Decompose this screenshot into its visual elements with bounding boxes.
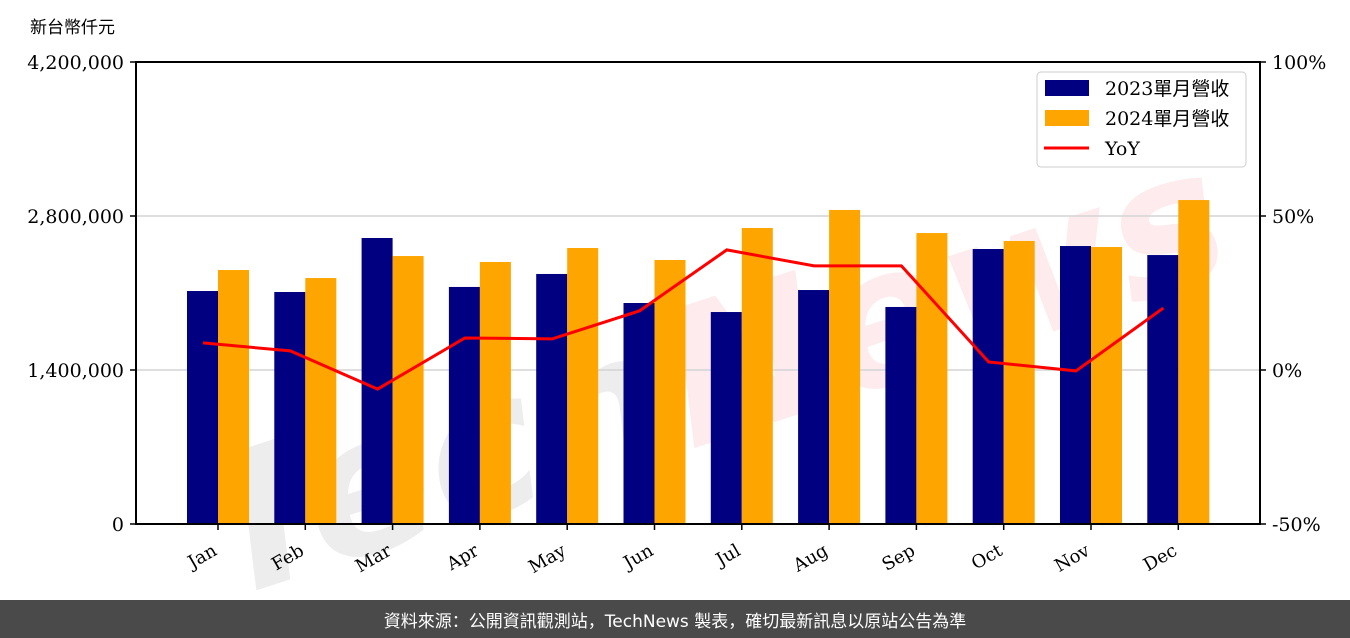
svg-text:0: 0 (112, 514, 124, 536)
svg-text:Jun: Jun (618, 540, 657, 575)
footer-text: 資料來源：公開資訊觀測站，TechNews 製表，確切最新訊息以原站公告為準 (383, 611, 967, 632)
bar-2024 (741, 227, 773, 525)
bar-2024 (1178, 200, 1210, 525)
bar-2023 (448, 286, 480, 524)
y-axis-label: 新台幣仟元 (30, 18, 115, 38)
bar-2023 (972, 249, 1004, 524)
bar-2023 (623, 303, 655, 524)
bar-2024 (829, 209, 861, 524)
combo-chart: TechNews 01,400,0002,800,0004,200,000-50… (27, 18, 1326, 600)
bar-2023 (710, 312, 742, 524)
bar-2023 (187, 291, 218, 524)
bar-2023 (536, 273, 568, 524)
bar-2023 (274, 292, 306, 524)
svg-text:4,200,000: 4,200,000 (27, 52, 124, 74)
bar-2024 (218, 270, 249, 524)
svg-text:Sep: Sep (879, 540, 919, 575)
svg-text:2,800,000: 2,800,000 (27, 206, 124, 228)
svg-text:2023單月營收: 2023單月營收 (1105, 78, 1229, 100)
legend: 2023單月營收 2024單月營收 YoY (1036, 71, 1247, 168)
svg-text:Nov: Nov (1051, 540, 1094, 577)
bar-2024 (1091, 247, 1122, 524)
bar-2024 (305, 278, 337, 524)
svg-text:-50%: -50% (1272, 514, 1321, 536)
bar-2023 (1147, 255, 1179, 525)
svg-text:100%: 100% (1272, 52, 1326, 74)
svg-text:Oct: Oct (968, 540, 1007, 575)
bar-2024 (392, 256, 424, 524)
svg-text:Dec: Dec (1140, 540, 1181, 576)
bar-2024 (1003, 240, 1035, 524)
bar-2023 (798, 290, 830, 524)
bar-2024 (916, 233, 948, 525)
svg-text:50%: 50% (1272, 206, 1314, 228)
svg-text:0%: 0% (1272, 360, 1302, 382)
bar-2023 (1060, 246, 1091, 524)
bar-2024 (567, 248, 599, 524)
source-footer: 資料來源：公開資訊觀測站，TechNews 製表，確切最新訊息以原站公告為準 (0, 600, 1350, 638)
bar-2024 (479, 261, 511, 524)
bar-2024 (654, 260, 686, 524)
bar-2023 (361, 238, 393, 524)
bar-2023 (885, 306, 917, 524)
svg-text:2024單月營收: 2024單月營收 (1105, 108, 1229, 130)
svg-text:Jul: Jul (711, 540, 745, 572)
svg-text:Aug: Aug (789, 540, 832, 577)
svg-text:YoY: YoY (1104, 138, 1140, 160)
bar-series (187, 200, 1210, 525)
yoy-line (202, 248, 1165, 391)
svg-text:1,400,000: 1,400,000 (27, 360, 124, 382)
svg-text:Tech: Tech (170, 284, 697, 600)
